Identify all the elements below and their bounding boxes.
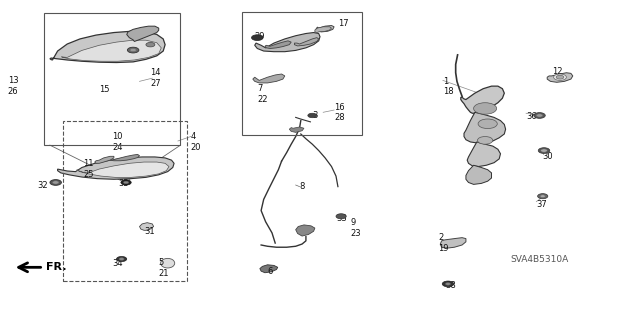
Text: 2
19: 2 19 bbox=[438, 234, 449, 253]
Text: 32: 32 bbox=[37, 181, 48, 189]
Text: FR.: FR. bbox=[46, 262, 67, 272]
Polygon shape bbox=[255, 33, 320, 52]
Text: 38: 38 bbox=[445, 281, 456, 290]
Polygon shape bbox=[253, 74, 285, 83]
Polygon shape bbox=[50, 31, 165, 63]
Text: 13
26: 13 26 bbox=[8, 77, 19, 96]
Polygon shape bbox=[260, 265, 278, 273]
Text: 16
28: 16 28 bbox=[334, 103, 345, 122]
Polygon shape bbox=[315, 27, 332, 33]
Text: 34: 34 bbox=[112, 259, 123, 268]
Text: 35: 35 bbox=[118, 179, 129, 188]
Text: 31: 31 bbox=[144, 227, 155, 236]
Polygon shape bbox=[110, 154, 140, 161]
Polygon shape bbox=[77, 162, 169, 177]
Text: 14
27: 14 27 bbox=[150, 69, 161, 88]
Text: 10
24: 10 24 bbox=[112, 132, 122, 152]
Text: 5
21: 5 21 bbox=[159, 258, 169, 278]
Circle shape bbox=[534, 113, 545, 118]
Circle shape bbox=[52, 181, 59, 184]
Text: 1
18: 1 18 bbox=[443, 77, 454, 96]
Polygon shape bbox=[294, 38, 319, 46]
Text: 29: 29 bbox=[255, 32, 265, 41]
Text: 7
22: 7 22 bbox=[257, 85, 268, 104]
Circle shape bbox=[442, 281, 454, 287]
Text: 11
25: 11 25 bbox=[83, 160, 93, 179]
Circle shape bbox=[119, 258, 124, 260]
Circle shape bbox=[538, 194, 548, 199]
Circle shape bbox=[130, 48, 136, 52]
Polygon shape bbox=[140, 223, 154, 230]
Text: 15: 15 bbox=[99, 85, 109, 94]
Text: SVA4B5310A: SVA4B5310A bbox=[511, 256, 569, 264]
Polygon shape bbox=[440, 238, 466, 248]
Text: 6: 6 bbox=[268, 267, 273, 276]
Polygon shape bbox=[296, 225, 315, 236]
Circle shape bbox=[556, 75, 564, 79]
Bar bbox=[44, 13, 180, 145]
Circle shape bbox=[121, 180, 131, 185]
Polygon shape bbox=[467, 142, 500, 167]
Circle shape bbox=[336, 214, 346, 219]
Polygon shape bbox=[316, 26, 334, 32]
Circle shape bbox=[252, 35, 263, 41]
Circle shape bbox=[308, 113, 317, 118]
Text: 36: 36 bbox=[526, 112, 537, 121]
Circle shape bbox=[146, 42, 155, 47]
Circle shape bbox=[541, 149, 547, 152]
Circle shape bbox=[127, 47, 139, 53]
Text: 9
23: 9 23 bbox=[351, 219, 362, 238]
Circle shape bbox=[538, 148, 550, 153]
Polygon shape bbox=[61, 40, 161, 61]
Polygon shape bbox=[461, 86, 504, 113]
Text: 33: 33 bbox=[336, 214, 347, 223]
Circle shape bbox=[478, 119, 497, 129]
Text: 8: 8 bbox=[300, 182, 305, 191]
Circle shape bbox=[540, 195, 545, 197]
Bar bbox=[63, 121, 187, 281]
Bar bbox=[242, 12, 362, 135]
Polygon shape bbox=[265, 41, 291, 48]
Circle shape bbox=[474, 103, 497, 114]
Ellipse shape bbox=[161, 258, 175, 268]
Text: 3: 3 bbox=[312, 111, 317, 120]
Circle shape bbox=[124, 181, 129, 184]
Polygon shape bbox=[289, 127, 304, 132]
Text: 17: 17 bbox=[338, 19, 349, 28]
Circle shape bbox=[445, 283, 451, 285]
Polygon shape bbox=[95, 156, 114, 163]
Polygon shape bbox=[466, 165, 492, 184]
Circle shape bbox=[477, 137, 493, 144]
Polygon shape bbox=[58, 157, 174, 179]
Text: 12: 12 bbox=[552, 67, 562, 76]
Text: 30: 30 bbox=[543, 152, 554, 161]
Text: 4
20: 4 20 bbox=[191, 132, 201, 152]
Polygon shape bbox=[127, 26, 159, 41]
Circle shape bbox=[536, 114, 543, 117]
Text: 37: 37 bbox=[536, 200, 547, 209]
Polygon shape bbox=[547, 73, 573, 82]
Polygon shape bbox=[464, 112, 506, 143]
Circle shape bbox=[50, 180, 61, 185]
Circle shape bbox=[116, 256, 127, 262]
Circle shape bbox=[554, 74, 566, 80]
